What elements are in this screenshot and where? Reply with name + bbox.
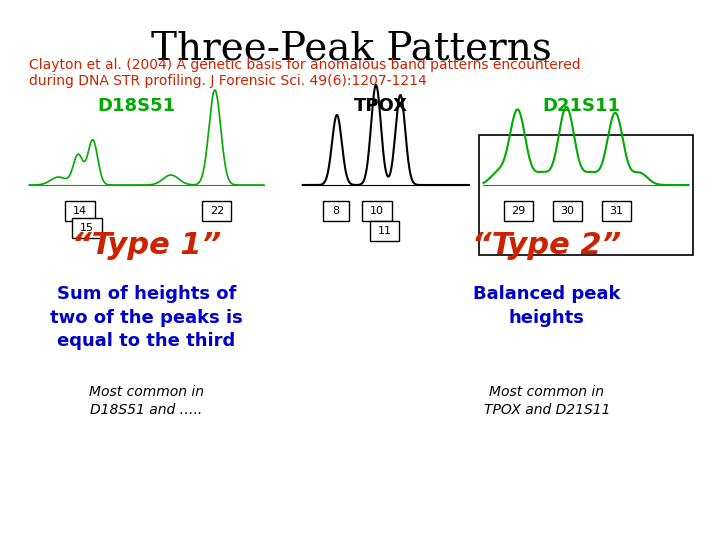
Text: 29: 29 <box>511 206 526 216</box>
FancyBboxPatch shape <box>72 218 102 238</box>
FancyBboxPatch shape <box>504 201 534 221</box>
Text: “Type 2”: “Type 2” <box>472 231 621 260</box>
Text: 22: 22 <box>210 206 224 216</box>
Text: 30: 30 <box>560 206 575 216</box>
Text: Three-Peak Patterns: Three-Peak Patterns <box>151 30 552 67</box>
Text: 10: 10 <box>370 206 384 216</box>
FancyBboxPatch shape <box>602 201 631 221</box>
Text: Clayton et al. (2004) A genetic basis for anomalous band patterns encountered
du: Clayton et al. (2004) A genetic basis fo… <box>30 58 581 88</box>
Text: TPOX: TPOX <box>354 97 408 115</box>
Text: 15: 15 <box>80 223 94 233</box>
FancyBboxPatch shape <box>370 221 400 241</box>
Text: 8: 8 <box>333 206 340 216</box>
Text: Sum of heights of
two of the peaks is
equal to the third: Sum of heights of two of the peaks is eq… <box>50 285 243 350</box>
FancyBboxPatch shape <box>66 201 95 221</box>
Text: Balanced peak
heights: Balanced peak heights <box>473 285 621 327</box>
FancyBboxPatch shape <box>202 201 231 221</box>
FancyBboxPatch shape <box>553 201 582 221</box>
FancyBboxPatch shape <box>323 201 348 221</box>
Text: D18S51: D18S51 <box>98 97 176 115</box>
Text: 31: 31 <box>609 206 624 216</box>
Text: D21S11: D21S11 <box>542 97 620 115</box>
Text: 11: 11 <box>378 226 392 236</box>
Text: 14: 14 <box>73 206 87 216</box>
Text: Most common in
D18S51 and …..: Most common in D18S51 and ….. <box>89 385 204 417</box>
Bar <box>479 135 693 255</box>
FancyBboxPatch shape <box>362 201 392 221</box>
Text: Most common in
TPOX and D21S11: Most common in TPOX and D21S11 <box>484 385 610 417</box>
Text: “Type 1”: “Type 1” <box>72 231 221 260</box>
